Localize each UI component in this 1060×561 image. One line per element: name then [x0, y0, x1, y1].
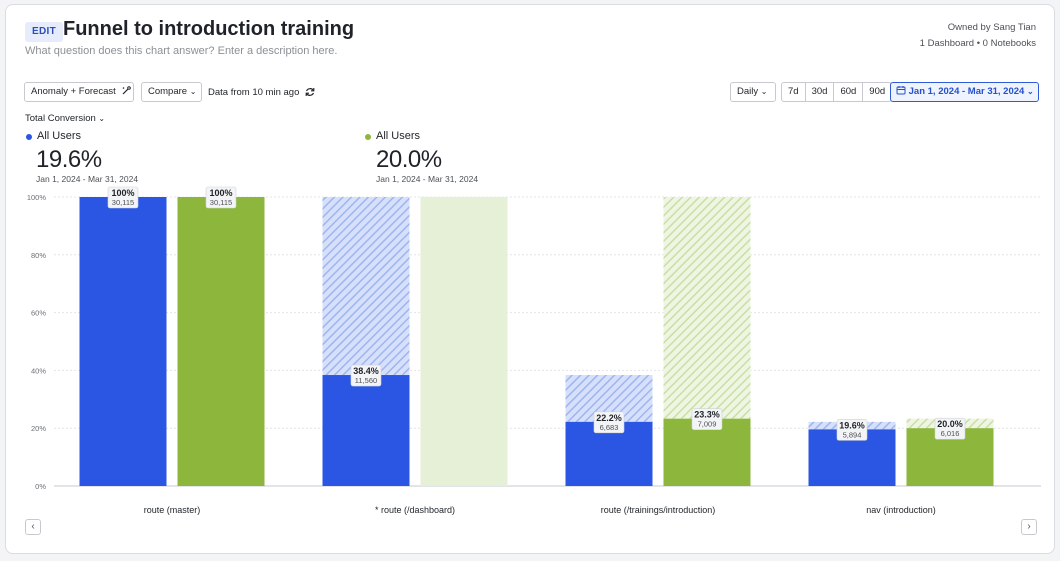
y-tick-label: 100%: [27, 193, 47, 202]
data-label-percent: 19.6%: [839, 420, 865, 430]
owner-info: Owned by Sang Tian 1 Dashboard • 0 Noteb…: [920, 20, 1036, 52]
chevron-down-icon: ⌄: [760, 87, 768, 96]
chevron-down-icon: ⌄: [189, 87, 197, 96]
data-label-box: [593, 411, 625, 434]
compare-button[interactable]: Compare ⌄: [141, 82, 202, 102]
chart-card: EDIT Funnel to introduction training Wha…: [5, 4, 1055, 554]
x-category-label: route (master): [144, 505, 201, 515]
bar-conversion: [79, 197, 167, 486]
compare-label: Compare: [148, 86, 188, 97]
refresh-icon[interactable]: [304, 86, 316, 98]
bar-empty-step: [420, 197, 508, 486]
data-label-count: 6,016: [941, 429, 960, 438]
y-tick-label: 0%: [35, 482, 46, 491]
series-2-date-range: Jan 1, 2024 - Mar 31, 2024: [376, 174, 479, 184]
data-label-count: 11,560: [355, 376, 377, 385]
anomaly-forecast-label: Anomaly + Forecast: [31, 86, 116, 97]
data-label-box: [107, 186, 139, 209]
interval-label: Daily: [737, 86, 759, 97]
chevron-down-icon: ⌄: [98, 114, 106, 123]
series-2-legend-dot: [365, 134, 371, 140]
bar-conversion: [177, 197, 265, 486]
range-60d[interactable]: 60d: [834, 83, 864, 101]
y-tick-label: 20%: [31, 424, 46, 433]
chevron-left-icon: ‹: [31, 521, 35, 532]
data-label-box: [836, 419, 868, 441]
data-label-box: [934, 417, 966, 440]
data-label-count: 6,683: [600, 423, 619, 432]
range-30d[interactable]: 30d: [806, 83, 835, 101]
chevron-down-icon: ⌄: [1026, 87, 1034, 96]
edit-badge[interactable]: EDIT: [25, 22, 63, 42]
series-2-total-value: 20.0%: [376, 146, 442, 173]
anomaly-forecast-button[interactable]: Anomaly + Forecast: [24, 82, 134, 102]
data-label-box: [350, 364, 382, 387]
data-label-percent: 100%: [111, 188, 134, 198]
data-label-count: 30,115: [210, 198, 232, 207]
interval-select[interactable]: Daily ⌄: [730, 82, 776, 102]
chart-description[interactable]: What question does this chart answer? En…: [25, 45, 338, 57]
bar-dropoff: [322, 197, 410, 376]
scroll-left-button[interactable]: ‹: [25, 519, 41, 535]
data-label-count: 7,009: [698, 420, 717, 429]
wand-icon: [122, 86, 132, 95]
data-label-percent: 100%: [209, 188, 232, 198]
x-category-label: route (/trainings/introduction): [601, 505, 716, 515]
series-1-name: All Users: [37, 130, 82, 142]
series-2-name: All Users: [376, 130, 421, 142]
data-label-count: 5,894: [843, 430, 862, 439]
x-category-label: * route (/dashboard): [375, 505, 455, 515]
funnel-bar-chart: 0%20%40%60%80%100% 100%30,115100%30,115r…: [27, 186, 1041, 515]
data-label-percent: 38.4%: [353, 366, 379, 376]
data-label-box: [205, 186, 237, 209]
y-tick-label: 80%: [31, 251, 46, 260]
bar-conversion: [322, 375, 410, 486]
data-label-percent: 20.0%: [937, 419, 963, 429]
data-freshness: Data from 10 min ago: [208, 87, 300, 98]
date-range-picker[interactable]: Jan 1, 2024 - Mar 31, 2024 ⌄: [890, 82, 1039, 102]
usage-text[interactable]: 1 Dashboard • 0 Notebooks: [919, 38, 1036, 49]
metric-selector[interactable]: Total Conversion ⌄: [25, 113, 105, 124]
data-label-count: 30,115: [112, 198, 134, 207]
range-segmented-control: 7d 30d 60d 90d: [781, 82, 893, 102]
range-7d[interactable]: 7d: [782, 83, 806, 101]
chevron-right-icon: ›: [1027, 521, 1031, 532]
bar-dropoff: [663, 197, 751, 419]
series-1-legend-dot: [26, 134, 32, 140]
range-90d[interactable]: 90d: [869, 86, 886, 97]
y-tick-label: 40%: [31, 366, 46, 375]
scroll-right-button[interactable]: ›: [1021, 519, 1037, 535]
owner-text[interactable]: Owned by Sang Tian: [947, 22, 1036, 33]
calendar-icon: [896, 86, 906, 95]
series-1-date-range: Jan 1, 2024 - Mar 31, 2024: [36, 174, 139, 184]
y-tick-label: 60%: [31, 309, 46, 318]
chart-title[interactable]: Funnel to introduction training: [63, 18, 355, 40]
data-label-percent: 22.2%: [596, 413, 622, 423]
series-1-total-value: 19.6%: [36, 146, 102, 173]
date-range-label: Jan 1, 2024 - Mar 31, 2024: [908, 86, 1025, 97]
x-category-label: nav (introduction): [866, 505, 936, 515]
data-label-box: [691, 408, 723, 430]
metric-selector-label: Total Conversion: [25, 113, 96, 124]
data-label-percent: 23.3%: [694, 410, 720, 420]
